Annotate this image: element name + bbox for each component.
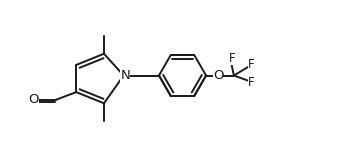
Text: N: N bbox=[120, 69, 130, 82]
Text: F: F bbox=[248, 76, 255, 89]
Text: O: O bbox=[29, 93, 39, 106]
Text: F: F bbox=[229, 52, 236, 65]
Text: F: F bbox=[248, 58, 255, 71]
Text: O: O bbox=[213, 69, 223, 82]
